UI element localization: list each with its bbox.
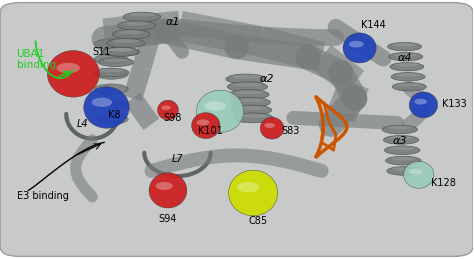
Ellipse shape <box>191 113 220 139</box>
Ellipse shape <box>94 54 128 64</box>
Text: K8: K8 <box>108 110 121 120</box>
Ellipse shape <box>392 167 417 171</box>
Ellipse shape <box>205 101 226 111</box>
Ellipse shape <box>390 147 415 150</box>
Ellipse shape <box>397 83 421 87</box>
Text: S98: S98 <box>163 113 182 123</box>
Ellipse shape <box>149 173 187 208</box>
Ellipse shape <box>232 75 260 79</box>
Ellipse shape <box>229 90 269 99</box>
Ellipse shape <box>99 69 124 72</box>
Ellipse shape <box>103 47 138 56</box>
Ellipse shape <box>93 68 129 77</box>
Ellipse shape <box>196 90 244 133</box>
Ellipse shape <box>414 99 427 105</box>
Ellipse shape <box>47 51 100 97</box>
Ellipse shape <box>157 100 178 120</box>
Ellipse shape <box>396 73 420 77</box>
Ellipse shape <box>113 39 139 43</box>
Ellipse shape <box>237 106 266 110</box>
Text: α3: α3 <box>392 136 407 146</box>
Ellipse shape <box>102 47 139 56</box>
Ellipse shape <box>239 114 267 118</box>
Ellipse shape <box>108 48 133 52</box>
Text: α1: α1 <box>165 17 180 27</box>
Ellipse shape <box>155 182 173 190</box>
Text: α2: α2 <box>260 74 274 84</box>
Ellipse shape <box>94 99 128 109</box>
Ellipse shape <box>56 63 80 73</box>
Ellipse shape <box>94 114 128 124</box>
Ellipse shape <box>390 62 424 71</box>
Ellipse shape <box>391 157 416 160</box>
Text: C85: C85 <box>248 217 267 226</box>
Text: K133: K133 <box>442 99 467 109</box>
Ellipse shape <box>94 39 128 49</box>
Ellipse shape <box>118 30 145 34</box>
Ellipse shape <box>392 43 417 46</box>
Ellipse shape <box>236 98 264 102</box>
Ellipse shape <box>403 161 434 188</box>
Text: L4: L4 <box>77 119 89 129</box>
Ellipse shape <box>233 113 273 123</box>
Ellipse shape <box>387 126 412 129</box>
Ellipse shape <box>232 105 272 115</box>
Ellipse shape <box>228 170 278 216</box>
Ellipse shape <box>228 82 267 92</box>
Ellipse shape <box>389 53 423 61</box>
Ellipse shape <box>108 48 134 52</box>
Ellipse shape <box>383 135 419 144</box>
Ellipse shape <box>391 73 425 81</box>
Text: S11: S11 <box>92 47 110 57</box>
Ellipse shape <box>98 58 134 67</box>
Ellipse shape <box>409 168 422 175</box>
Ellipse shape <box>94 69 128 79</box>
Ellipse shape <box>389 136 413 140</box>
Ellipse shape <box>128 13 155 17</box>
Ellipse shape <box>112 30 150 39</box>
Ellipse shape <box>107 38 145 48</box>
Ellipse shape <box>237 182 259 192</box>
Ellipse shape <box>161 105 171 110</box>
Ellipse shape <box>387 167 422 175</box>
Ellipse shape <box>226 74 266 84</box>
Ellipse shape <box>394 53 418 56</box>
Text: K144: K144 <box>361 20 386 30</box>
Text: α4: α4 <box>397 53 412 63</box>
Ellipse shape <box>409 92 438 118</box>
Ellipse shape <box>384 146 420 155</box>
Ellipse shape <box>235 90 263 94</box>
Ellipse shape <box>386 156 421 165</box>
Ellipse shape <box>118 21 155 30</box>
Ellipse shape <box>387 42 421 51</box>
Text: K128: K128 <box>430 178 456 188</box>
Ellipse shape <box>94 84 128 94</box>
Ellipse shape <box>123 12 161 21</box>
Text: S83: S83 <box>282 126 300 136</box>
Ellipse shape <box>123 22 150 25</box>
Ellipse shape <box>91 98 112 107</box>
Ellipse shape <box>382 125 418 134</box>
Ellipse shape <box>264 123 275 128</box>
Text: E3 binding: E3 binding <box>17 191 68 200</box>
Ellipse shape <box>343 33 376 63</box>
Ellipse shape <box>392 83 426 91</box>
Ellipse shape <box>230 97 270 107</box>
Ellipse shape <box>260 117 284 139</box>
Text: L7: L7 <box>172 154 183 164</box>
Ellipse shape <box>197 119 210 125</box>
Ellipse shape <box>349 41 364 48</box>
Text: S94: S94 <box>159 214 177 224</box>
FancyBboxPatch shape <box>0 3 473 256</box>
Ellipse shape <box>395 63 419 67</box>
Ellipse shape <box>84 87 129 128</box>
Ellipse shape <box>233 83 262 87</box>
Text: K101: K101 <box>198 126 223 136</box>
Text: UBA1
binding: UBA1 binding <box>17 49 55 70</box>
Ellipse shape <box>103 59 128 62</box>
